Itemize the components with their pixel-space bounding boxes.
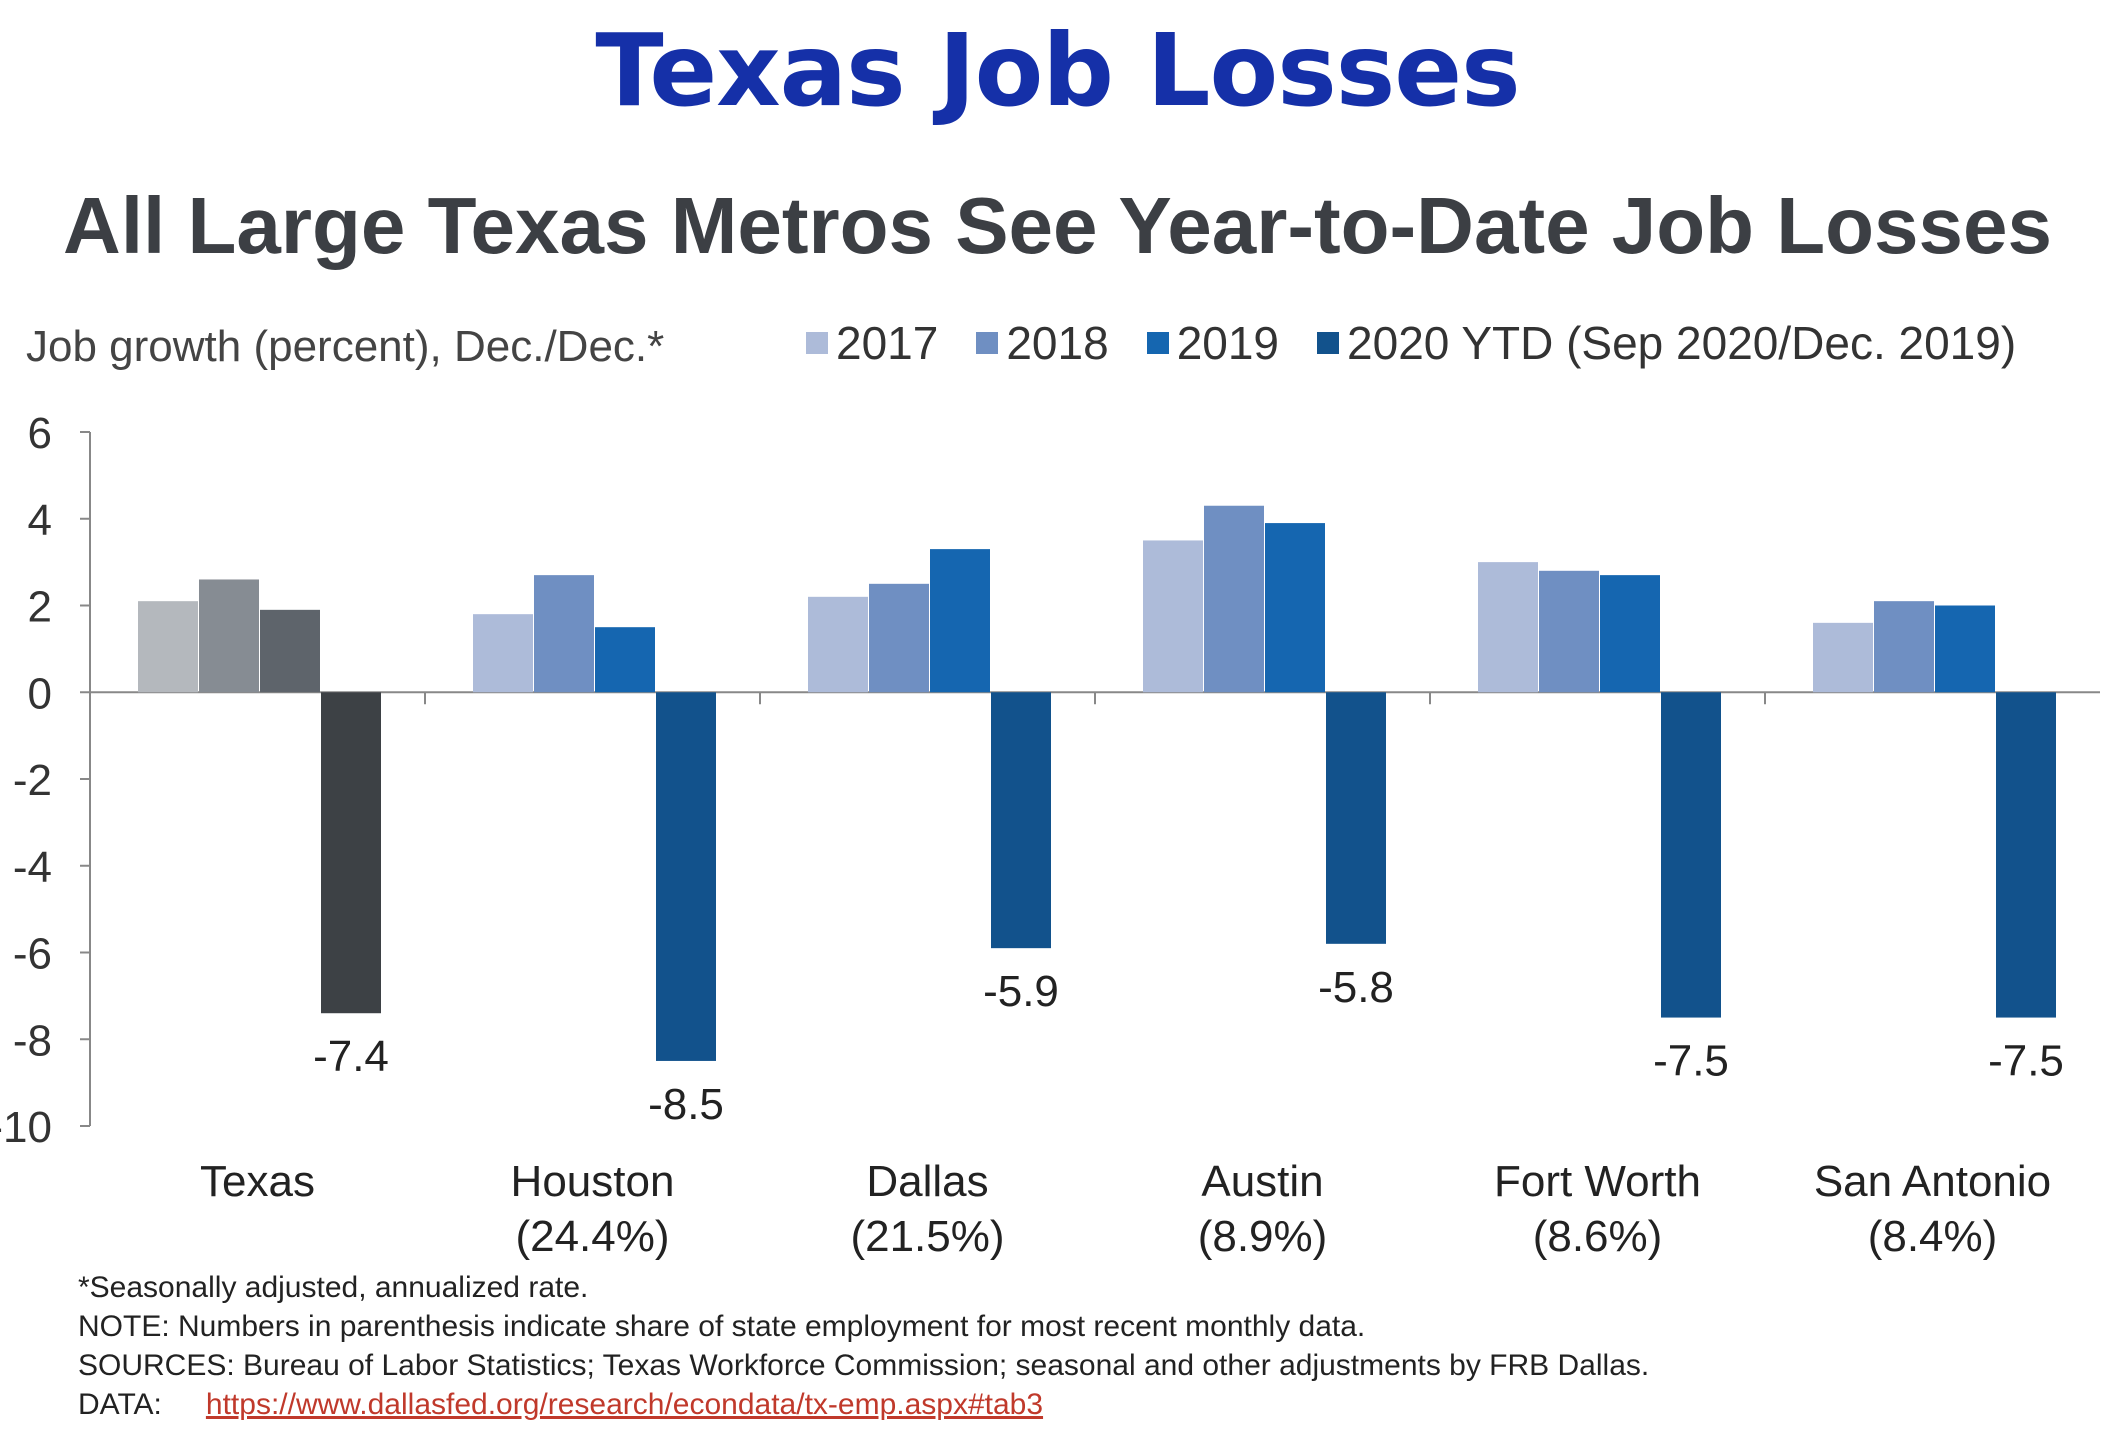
bar-texas-2017	[138, 601, 198, 693]
x-tick-share-label: (24.4%)	[515, 1212, 669, 1260]
legend-swatch-2018	[976, 332, 999, 354]
bar-san-antonio-2018	[1874, 601, 1934, 693]
bar-san-antonio-2020	[1996, 692, 2056, 1018]
footnote-sources: SOURCES: Bureau of Labor Statistics; Tex…	[78, 1349, 1650, 1382]
bar-dallas-2020	[991, 692, 1051, 949]
data-label-2020: -7.5	[1988, 1037, 2064, 1086]
legend-label-2020: 2020 YTD (Sep 2020/Dec. 2019)	[1347, 317, 2017, 369]
x-tick-share-label: (8.9%)	[1198, 1212, 1328, 1260]
y-tick-label: -10	[0, 1103, 52, 1152]
bar-san-antonio-2017	[1813, 622, 1873, 693]
bar-texas-2020	[321, 692, 381, 1014]
bar-houston-2018	[534, 575, 594, 693]
bar-austin-2019	[1265, 523, 1325, 693]
bar-fort-worth-2019	[1600, 575, 1660, 693]
x-tick-label: San Antonio	[1814, 1157, 2051, 1206]
legend-label-2017: 2017	[836, 317, 939, 369]
y-tick-label: -4	[13, 843, 52, 892]
bar-dallas-2017	[808, 596, 868, 693]
x-tick-share-label: (8.4%)	[1868, 1212, 1998, 1260]
bar-houston-2017	[473, 614, 533, 693]
footnotes: *Seasonally adjusted, annualized rate. N…	[78, 1268, 1649, 1424]
bar-texas-2019	[260, 609, 320, 693]
bar-san-antonio-2019	[1935, 605, 1995, 693]
bar-dallas-2018	[869, 583, 929, 693]
data-link[interactable]: https://www.dallasfed.org/research/econd…	[205, 1388, 1044, 1421]
x-tick-label: Dallas	[866, 1157, 988, 1206]
legend-swatch-2019	[1146, 332, 1169, 354]
x-tick-label: Austin	[1201, 1157, 1323, 1206]
bar-austin-2017	[1143, 540, 1203, 693]
legend-item-2018: 2018	[976, 316, 1109, 370]
bar-fort-worth-2020	[1661, 692, 1721, 1018]
bar-austin-2020	[1326, 692, 1386, 944]
chart-title: All Large Texas Metros See Year-to-Date …	[63, 181, 2052, 270]
legend-item-2019: 2019	[1146, 316, 1280, 370]
footnote-asterisk: *Seasonally adjusted, annualized rate.	[78, 1271, 589, 1304]
bar-houston-2019	[595, 627, 655, 693]
footnote-note: NOTE: Numbers in parenthesis indicate sh…	[78, 1310, 1366, 1343]
bar-austin-2018	[1204, 505, 1264, 693]
y-tick-label: -8	[13, 1016, 52, 1065]
legend-item-2017: 2017	[806, 316, 938, 370]
bar-texas-2018	[199, 579, 259, 693]
banner-title: Texas Job Losses	[595, 12, 1520, 129]
y-axis-label: Job growth (percent), Dec./Dec.*	[26, 322, 665, 371]
bar-dallas-2019	[930, 549, 990, 693]
y-tick-label: -2	[13, 756, 52, 805]
legend-label-2018: 2018	[1006, 317, 1109, 369]
y-tick-label: 6	[28, 409, 52, 458]
bar-fort-worth-2017	[1478, 562, 1538, 693]
x-tick-share-label: (8.6%)	[1533, 1212, 1663, 1260]
bar-houston-2020	[656, 692, 716, 1061]
x-tick-label: Houston	[511, 1157, 675, 1206]
data-label-2020: -7.4	[313, 1032, 389, 1081]
data-label-2020: -5.9	[983, 967, 1059, 1016]
y-tick-label: 4	[28, 496, 52, 545]
data-label-2020: -8.5	[648, 1080, 724, 1129]
legend: 2017 2018 2019 2020 YTD (Sep 2020/Dec. 2…	[806, 316, 2016, 370]
legend-swatch-2017	[806, 332, 828, 354]
bar-chart: 6 4 2 0 -2 -4 -6 -8 -10 -7.4 Texas -8.5 Houston (24.4…	[0, 409, 2100, 1260]
data-label: DATA:	[78, 1388, 162, 1421]
footnote-data: DATA: https://www.dallasfed.org/research/…	[78, 1385, 1649, 1424]
x-tick-label: Texas	[200, 1157, 315, 1206]
legend-swatch-2020	[1317, 332, 1340, 354]
legend-item-2020: 2020 YTD (Sep 2020/Dec. 2019)	[1317, 316, 2016, 370]
data-label-2020: -7.5	[1653, 1037, 1729, 1086]
x-tick-label: Fort Worth	[1494, 1157, 1701, 1206]
y-tick-label: -6	[13, 930, 52, 979]
bar-fort-worth-2018	[1539, 570, 1599, 693]
x-tick-share-label: (21.5%)	[850, 1212, 1004, 1260]
legend-label-2019: 2019	[1176, 317, 1280, 369]
data-label-2020: -5.8	[1318, 963, 1394, 1012]
y-tick-label: 0	[28, 669, 52, 718]
y-tick-label: 2	[28, 583, 52, 632]
